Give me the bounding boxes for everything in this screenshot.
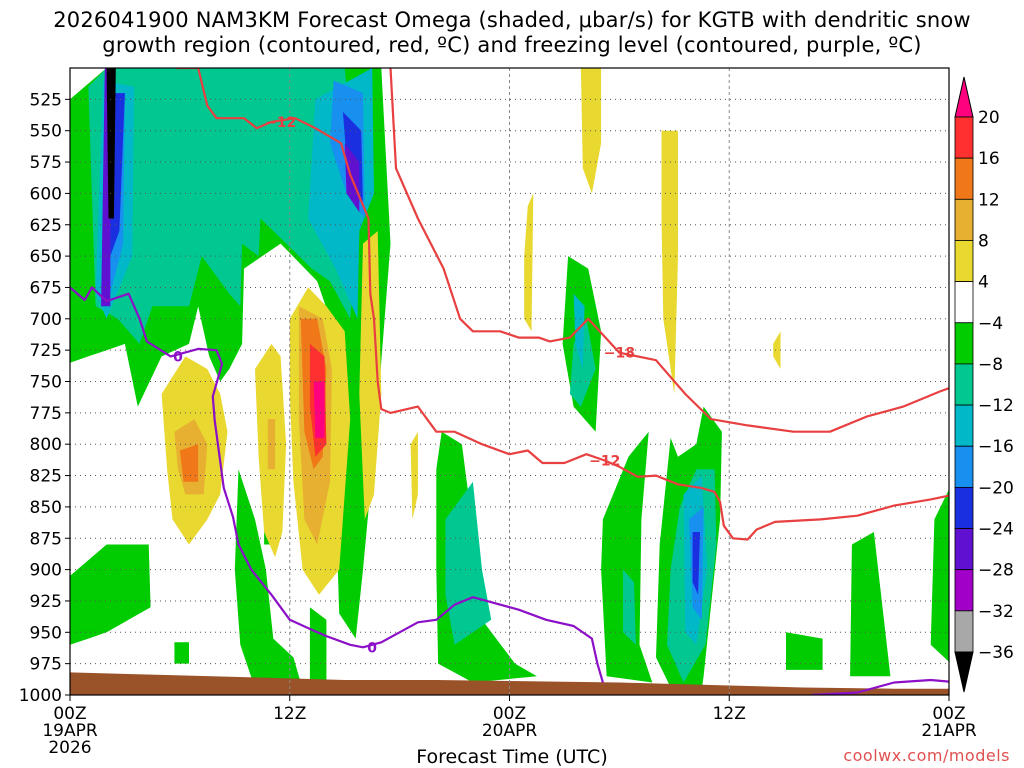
x-tick-label: 20APR	[482, 721, 538, 741]
y-tick-label: 925	[30, 592, 62, 612]
y-tick-label: 550	[30, 122, 62, 142]
omega-region--8-2	[234, 469, 301, 683]
y-tick-label: 825	[30, 467, 62, 487]
colorbar-label: −32	[978, 602, 1014, 622]
omega-region--8-9	[850, 532, 891, 677]
y-tick-label: 600	[30, 184, 62, 204]
x-tick-label: 12Z	[713, 704, 746, 724]
contour-label: −12	[265, 115, 296, 131]
contour-line-1	[389, 68, 949, 433]
contour-label: −12	[589, 454, 620, 470]
y-tick-label: 650	[30, 247, 62, 267]
contour-label: 0	[173, 349, 183, 365]
omega-region-4-3	[359, 231, 382, 520]
x-tick-label: 00Z	[932, 704, 965, 724]
omega-region--8-10	[930, 489, 949, 662]
colorbar-segment	[954, 198, 974, 241]
colorbar-top-triangle	[954, 76, 974, 118]
colorbar-segment	[954, 404, 974, 447]
colorbar-label: −28	[978, 561, 1014, 581]
colorbar-label: −16	[978, 437, 1014, 457]
y-tick-label: 625	[30, 216, 62, 236]
y-tick-label: 775	[30, 404, 62, 424]
colorbar-segment	[954, 486, 974, 529]
omega-region--8-3	[309, 607, 327, 683]
colorbar-segment	[954, 116, 974, 159]
credit-text: coolwx.com/models	[843, 746, 1010, 765]
y-tick-label: 525	[30, 90, 62, 110]
y-axis-tick-labels: 525 550 575 600 625 650 675 700 725 750 775 800 825 8…	[19, 90, 70, 706]
omega-region-20-0	[313, 381, 325, 438]
omega-region-4-4	[410, 431, 418, 520]
colorbar-label: 8	[978, 231, 989, 251]
colorbar-label: −20	[978, 478, 1014, 498]
chart-title-line-1: 2026041900 NAM3KM Forecast Omega (shaded…	[53, 8, 971, 32]
colorbar-segment	[954, 610, 974, 653]
omega-region-4-8	[773, 331, 781, 369]
colorbar-label: 16	[978, 149, 1000, 169]
colorbar-segment	[954, 528, 974, 571]
colorbar-label: −36	[978, 643, 1014, 663]
terrain-fill	[70, 672, 949, 695]
colorbar-label: −12	[978, 396, 1014, 416]
contour-label: −18	[604, 346, 635, 362]
contour-label: 0	[367, 640, 377, 656]
colorbar-segment	[954, 322, 974, 365]
y-tick-label: 950	[30, 623, 62, 643]
colorbar-segment	[954, 363, 974, 406]
omega-region--8-6	[601, 431, 653, 683]
y-tick-label: 700	[30, 310, 62, 330]
omega-region--16-2	[573, 293, 585, 369]
colorbar-label: 20	[978, 108, 1000, 128]
y-tick-label: 800	[30, 435, 62, 455]
omega-region--8-12	[174, 642, 189, 664]
omega-region--36-0	[106, 68, 116, 219]
omega-region-4-7	[661, 130, 678, 394]
contour-line-2	[70, 286, 604, 683]
omega-region-8-2	[267, 419, 276, 470]
omega-region--12-4	[623, 569, 636, 645]
colorbar-bottom-triangle	[954, 651, 974, 693]
colorbar-segment	[954, 157, 974, 200]
contour-line-3	[811, 678, 949, 695]
colorbar: 20 16 12 8 4 −4 −8 −12 −16 −20 −24 −28 −32 −36	[954, 76, 1014, 693]
x-tick-label: 12Z	[273, 704, 306, 724]
y-tick-label: 875	[30, 529, 62, 549]
y-tick-label: 675	[30, 278, 62, 298]
colorbar-segment	[954, 569, 974, 612]
y-tick-label: 750	[30, 373, 62, 393]
x-tick-label: 19APR	[42, 721, 98, 741]
x-tick-label: 00Z	[493, 704, 526, 724]
y-tick-label: 1000	[19, 686, 62, 706]
x-tick-label: 2026	[48, 738, 91, 758]
omega-region--24-2	[692, 532, 700, 595]
contour-line-0	[176, 68, 949, 541]
y-tick-label: 575	[30, 153, 62, 173]
colorbar-label: −4	[978, 314, 1003, 334]
omega-region--8-8	[786, 632, 823, 670]
omega-region-4-6	[524, 193, 534, 332]
chart-title-line-2: growth region (contoured, red, ºC) and f…	[102, 33, 922, 57]
x-axis-label: Forecast Time (UTC)	[416, 746, 608, 768]
colorbar-label: −24	[978, 520, 1014, 540]
y-tick-label: 850	[30, 498, 62, 518]
y-tick-label: 725	[30, 341, 62, 361]
x-tick-label: 00Z	[53, 704, 86, 724]
colorbar-segment	[954, 445, 974, 488]
omega-region-12-0	[179, 444, 199, 482]
y-tick-label: 975	[30, 655, 62, 675]
x-tick-label: 21APR	[921, 721, 977, 741]
colorbar-label: 4	[978, 273, 989, 293]
omega-region--12-0	[88, 68, 360, 344]
y-tick-label: 900	[30, 561, 62, 581]
colorbar-label: 12	[978, 190, 1000, 210]
colorbar-label: −8	[978, 355, 1003, 375]
colorbar-segment	[954, 240, 974, 283]
colorbar-segment	[954, 281, 974, 324]
